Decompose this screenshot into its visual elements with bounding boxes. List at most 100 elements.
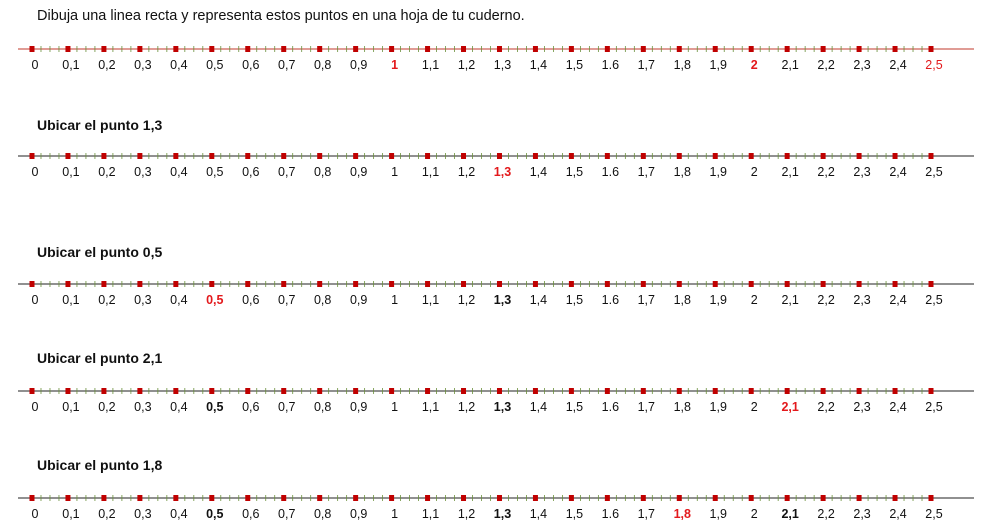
point-marker (820, 281, 826, 287)
tick-label: 1.6 (602, 58, 619, 72)
tick-label: 1,7 (638, 165, 655, 179)
tick-label: 1 (391, 58, 398, 72)
tick-label: 2,5 (925, 293, 942, 307)
point-marker (65, 153, 71, 159)
tick-label: 1,5 (566, 165, 583, 179)
point-marker (245, 153, 251, 159)
point-marker (29, 46, 35, 52)
tick-label: 2 (751, 400, 758, 414)
tick-label: 1,3 (494, 58, 511, 72)
point-marker (820, 495, 826, 501)
tick-label: 1,7 (638, 507, 655, 521)
tick-label: 1,4 (530, 58, 547, 72)
point-marker (389, 495, 395, 501)
point-marker (532, 281, 538, 287)
point-marker (353, 281, 359, 287)
tick-label: 0,1 (62, 293, 79, 307)
point-marker (389, 153, 395, 159)
point-marker (640, 495, 646, 501)
point-marker (29, 495, 35, 501)
tick-label: 0,4 (170, 507, 187, 521)
point-marker (712, 388, 718, 394)
point-marker (137, 495, 143, 501)
tick-label: 0,5 (206, 507, 223, 521)
point-marker (928, 388, 934, 394)
point-marker (676, 153, 682, 159)
point-marker (461, 46, 467, 52)
point-marker (496, 153, 502, 159)
point-marker (568, 495, 574, 501)
tick-label: 1,1 (422, 400, 439, 414)
tick-label: 1,4 (530, 165, 547, 179)
point-marker (820, 388, 826, 394)
tick-label: 1,9 (710, 400, 727, 414)
point-marker (532, 495, 538, 501)
point-marker (317, 46, 323, 52)
point-marker (748, 153, 754, 159)
point-marker (496, 46, 502, 52)
tick-label: 1,5 (566, 507, 583, 521)
tick-label: 1,7 (638, 293, 655, 307)
tick-label: 0,2 (98, 58, 115, 72)
tick-label: 0,1 (62, 400, 79, 414)
tick-label: 0,9 (350, 400, 367, 414)
tick-label: 0,5 (206, 293, 223, 307)
tick-label: 1,4 (530, 507, 547, 521)
tick-label: 2,3 (853, 400, 870, 414)
point-marker (209, 495, 215, 501)
point-marker (425, 153, 431, 159)
point-marker (892, 388, 898, 394)
point-marker (856, 388, 862, 394)
tick-label: 2,4 (889, 293, 906, 307)
point-marker (389, 46, 395, 52)
tick-label: 0,9 (350, 58, 367, 72)
tick-label: 1,5 (566, 293, 583, 307)
point-marker (425, 495, 431, 501)
point-marker (604, 495, 610, 501)
point-marker (748, 46, 754, 52)
tick-label: 1,2 (458, 165, 475, 179)
tick-label: 2,1 (781, 507, 798, 521)
number-line-3: 0 0,1 0,2 0,3 0,4 0,5 0,6 0,7 0,8 0,9 1 1,1 1,2 1,3 1,… (18, 281, 974, 307)
point-marker (856, 153, 862, 159)
tick-label: 0,4 (170, 293, 187, 307)
tick-label: 1,1 (422, 293, 439, 307)
point-marker (245, 495, 251, 501)
point-marker (712, 281, 718, 287)
tick-label: 0,5 (206, 400, 223, 414)
instruction-text: Dibuja una linea recta y representa esto… (37, 8, 525, 24)
point-marker (317, 388, 323, 394)
tick-label: 2,1 (781, 165, 798, 179)
tick-label: 2,4 (889, 58, 906, 72)
point-marker (532, 388, 538, 394)
tick-label: 0,8 (314, 58, 331, 72)
tick-label: 1,9 (710, 507, 727, 521)
tick-label: 2,4 (889, 165, 906, 179)
tick-label: 0,9 (350, 293, 367, 307)
point-marker (461, 388, 467, 394)
tick-label: 1,2 (458, 507, 475, 521)
tick-label: 1.6 (602, 507, 619, 521)
tick-label: 0,6 (242, 507, 259, 521)
tick-label: 2,4 (889, 507, 906, 521)
tick-label: 0,6 (242, 165, 259, 179)
tick-label: 1,4 (530, 293, 547, 307)
point-marker (496, 388, 502, 394)
point-marker (748, 495, 754, 501)
number-line-1: 0 0,1 0,2 0,3 0,4 0,5 0,6 0,7 0,8 0,9 1 1,1 1,2 1,3 1,… (18, 46, 974, 72)
point-marker (784, 281, 790, 287)
point-marker (568, 388, 574, 394)
tick-label: 0,4 (170, 400, 187, 414)
point-marker (245, 388, 251, 394)
point-marker (712, 153, 718, 159)
point-marker (209, 281, 215, 287)
tick-label: 2,5 (925, 507, 942, 521)
point-marker (748, 281, 754, 287)
point-marker (245, 281, 251, 287)
point-marker (461, 495, 467, 501)
tick-label: 1.6 (602, 293, 619, 307)
tick-label: 0,9 (350, 165, 367, 179)
tick-label: 0,4 (170, 58, 187, 72)
tick-label: 2,2 (817, 507, 834, 521)
tick-label: 0,5 (206, 165, 223, 179)
